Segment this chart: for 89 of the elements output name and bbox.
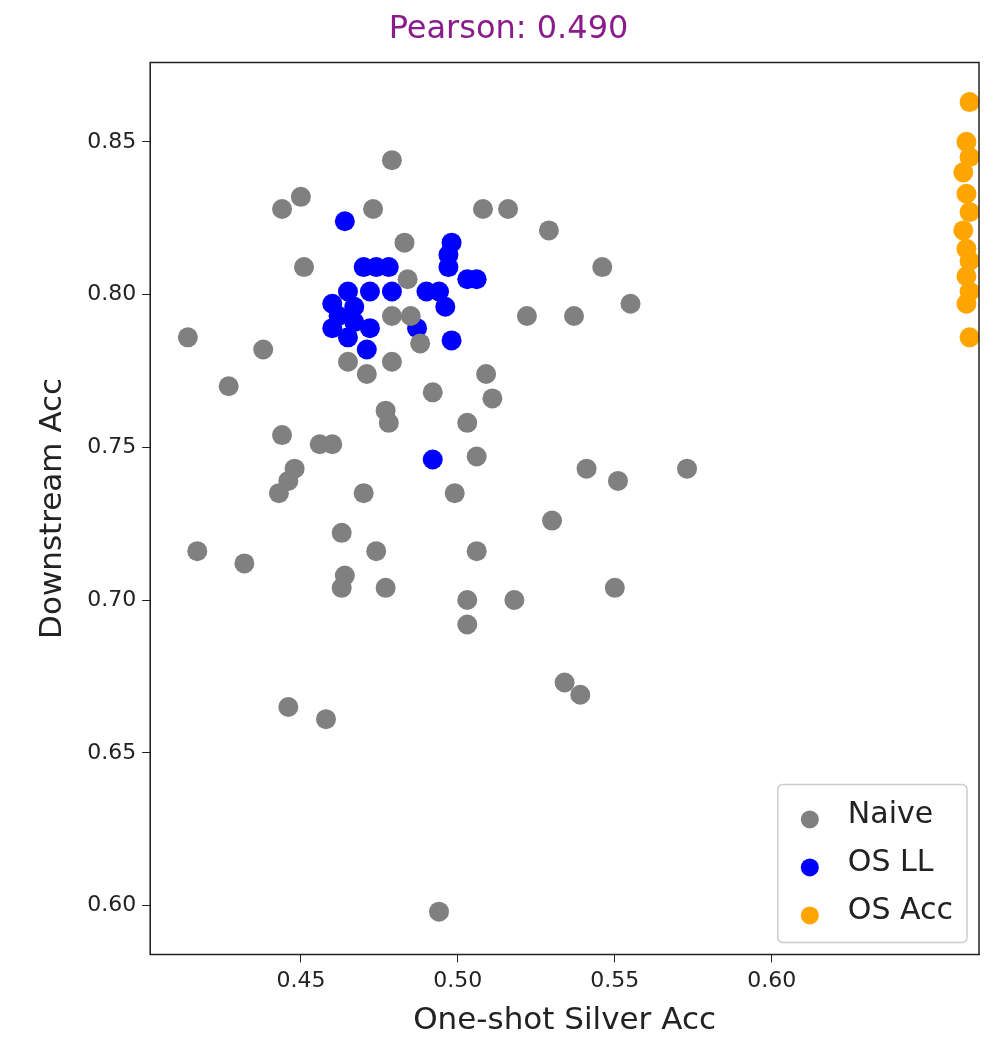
point [337, 327, 358, 348]
point [359, 281, 380, 302]
legend-label: Naive [847, 795, 934, 831]
chart-title: Pearson: 0.490 [388, 7, 629, 46]
point [328, 305, 349, 326]
point [959, 92, 979, 113]
point [353, 483, 374, 504]
y-tick-label: 0.80 [87, 280, 137, 306]
point [956, 183, 977, 204]
point [444, 483, 465, 504]
point [315, 709, 336, 730]
point [457, 590, 478, 611]
point [620, 293, 641, 314]
y-tick-label: 0.60 [87, 891, 137, 917]
point [378, 412, 399, 433]
point [677, 458, 698, 479]
point [218, 376, 239, 397]
point [234, 553, 255, 574]
point [356, 363, 377, 384]
point [564, 305, 585, 326]
point [400, 305, 421, 326]
point [331, 577, 352, 598]
point [344, 312, 365, 333]
point [187, 541, 208, 562]
point [334, 211, 355, 232]
point [482, 388, 503, 409]
x-axis-title: One-shot Silver Acc [413, 1000, 716, 1037]
y-tick-label: 0.85 [87, 127, 137, 153]
point [959, 202, 979, 223]
point [429, 901, 450, 922]
point [538, 220, 559, 241]
point [570, 684, 591, 705]
y-tick-label: 0.65 [87, 738, 137, 764]
point [397, 269, 418, 290]
point [466, 541, 487, 562]
point [953, 220, 974, 241]
point [422, 449, 443, 470]
point [457, 412, 478, 433]
point [542, 510, 563, 531]
point [290, 186, 311, 207]
point [607, 470, 628, 491]
point [953, 162, 974, 183]
point [959, 327, 979, 348]
point [516, 305, 537, 326]
point [272, 425, 293, 446]
point [441, 330, 462, 351]
point [177, 327, 198, 348]
point [592, 257, 613, 278]
y-tick-label: 0.70 [87, 585, 137, 611]
point [363, 199, 384, 220]
point [381, 305, 402, 326]
point [476, 363, 497, 384]
x-tick-label: 0.55 [590, 967, 640, 993]
y-axis-title: Downstream Acc [31, 377, 68, 639]
point [253, 339, 274, 360]
point [429, 281, 450, 302]
legend-label: OS LL [847, 843, 934, 879]
point [604, 577, 625, 598]
y-tick-label: 0.75 [87, 433, 137, 459]
point [422, 382, 443, 403]
point [959, 147, 979, 168]
point [472, 199, 493, 220]
point [272, 199, 293, 220]
point [331, 522, 352, 543]
point [268, 483, 289, 504]
point [956, 293, 977, 314]
point [554, 672, 575, 693]
legend-label: OS Acc [847, 891, 954, 927]
point [466, 446, 487, 467]
x-tick-label: 0.50 [433, 967, 483, 993]
point [504, 590, 525, 611]
point [381, 150, 402, 171]
point [435, 296, 456, 317]
point [356, 339, 377, 360]
x-tick-label: 0.60 [747, 967, 797, 993]
point [375, 577, 396, 598]
point [576, 458, 597, 479]
point [457, 614, 478, 635]
point [381, 351, 402, 372]
point [381, 281, 402, 302]
point [410, 333, 431, 354]
point [498, 199, 519, 220]
point [278, 696, 299, 717]
point [359, 318, 380, 339]
point [337, 351, 358, 372]
point [366, 541, 387, 562]
point [394, 232, 415, 253]
x-tick-label: 0.45 [276, 967, 326, 993]
point [294, 257, 315, 278]
